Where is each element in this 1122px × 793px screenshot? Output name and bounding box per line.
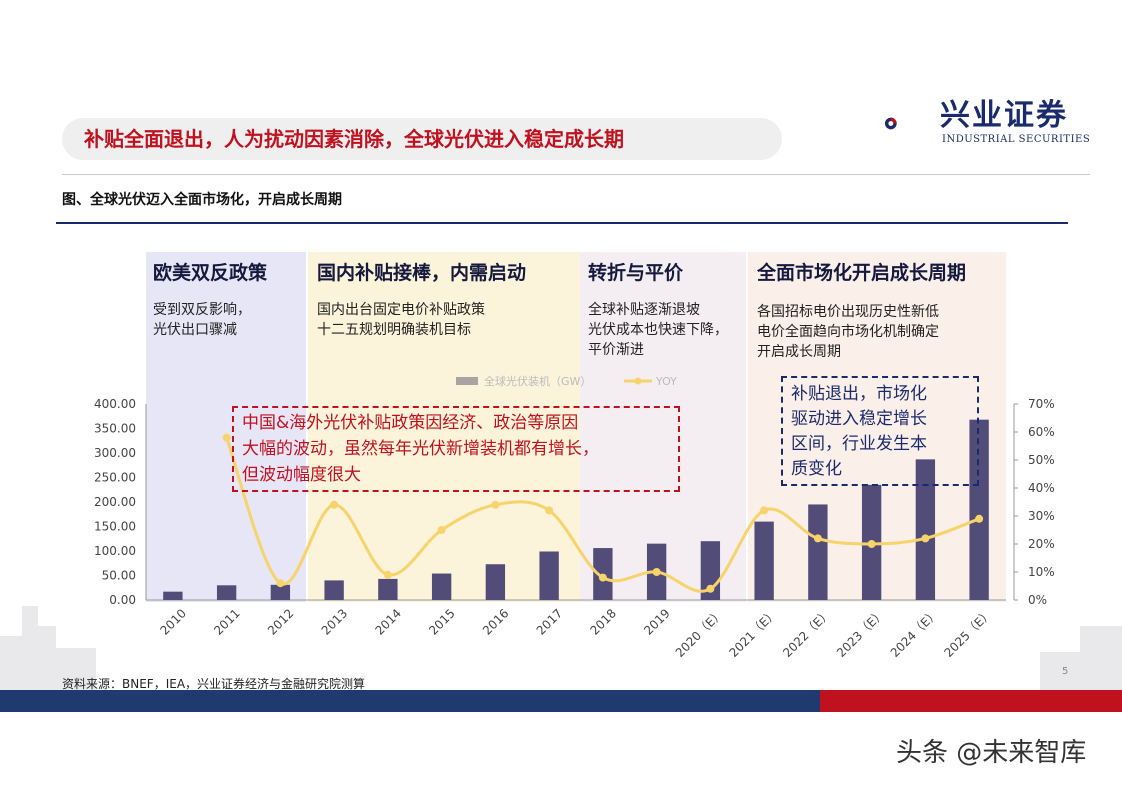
y-left-tick-label: 250.00 (94, 471, 136, 485)
y-left-tick-label: 0.00 (109, 593, 136, 607)
bar (431, 573, 452, 600)
phase-desc-line: 受到双反影响， (153, 302, 251, 318)
phase-desc-line: 光伏出口骤减 (153, 322, 237, 338)
bar (808, 504, 828, 600)
phase-title-2: 国内补贴接棒，内需启动 (317, 262, 527, 284)
phase-title-3: 转折与平价 (588, 262, 684, 284)
phase-title-1: 欧美双反政策 (153, 262, 268, 284)
footer-accent (820, 690, 1122, 712)
note-navy-line: 驱动进入稳定增长 (791, 409, 927, 429)
page-number: 5 (1062, 666, 1069, 677)
chart-yoy-line (222, 433, 984, 593)
y-right-tick-label: 0% (1028, 593, 1047, 607)
title-divider (62, 174, 1090, 175)
yoy-point (867, 540, 876, 548)
chart-legend: 全球光伏装机（GW） YOY (456, 374, 677, 388)
phase-bg-1 (146, 252, 306, 602)
phase-title-4: 全面市场化开启成长周期 (757, 262, 967, 284)
phase-desc-4: 各国招标电价出现历史性新低 电价全面趋向市场化机制确定 开启成长周期 (757, 302, 939, 362)
phase-desc-line: 全球补贴逐渐退坡 (588, 302, 700, 318)
phase-desc-line: 国内出台固定电价补贴政策 (317, 302, 485, 318)
bar (539, 551, 559, 600)
yoy-point (813, 534, 822, 543)
yoy-point (222, 433, 231, 442)
bar (163, 591, 183, 600)
phase-desc-1: 受到双反影响， 光伏出口骤减 (153, 300, 251, 340)
phase-desc-line: 各国招标电价出现历史性新低 (757, 304, 939, 320)
yoy-point (276, 579, 285, 588)
y-right-tick-label: 10% (1028, 565, 1055, 579)
yoy-point (760, 506, 769, 515)
phase-desc-3: 全球补贴逐渐退坡 光伏成本也快速下降， 平价渐进 (588, 300, 728, 360)
legend-line-label: YOY (655, 375, 677, 388)
logo-name-en: INDUSTRIAL SECURITIES (942, 134, 1091, 145)
note-navy: 补贴退出，市场化 驱动进入稳定增长 区间，行业发生本 质变化 (781, 376, 979, 486)
y-left-tick-label: 400.00 (94, 397, 136, 411)
logo-mark (884, 117, 897, 130)
legend-bar-label: 全球光伏装机（GW） (484, 374, 591, 388)
phase-desc-line: 平价渐进 (588, 342, 644, 358)
y-left-tick-label: 50.00 (102, 569, 136, 583)
yoy-point (330, 500, 339, 509)
watermark: 头条 @未来智库 (896, 738, 1087, 768)
bar (216, 585, 237, 600)
y-right-tick-label: 50% (1028, 453, 1055, 467)
y-left-tick-label: 300.00 (94, 446, 136, 460)
phase-desc-line: 开启成长周期 (757, 344, 841, 360)
phase-desc-2: 国内出台固定电价补贴政策 十二五规划明确装机目标 (317, 300, 485, 340)
figure-title: 图、全球光伏迈入全面市场化，开启成长周期 (62, 192, 342, 208)
y-left-tick-label: 150.00 (94, 520, 136, 534)
bar (754, 521, 774, 600)
logo-name-cn: 兴业证券 (940, 98, 1068, 133)
yoy-line (225, 437, 980, 593)
yoy-point (437, 526, 446, 534)
note-red-line: 中国&海外光伏补贴政策因经济、政治等原因 (242, 413, 579, 433)
y-right-tick-label: 60% (1028, 425, 1055, 439)
bar (324, 580, 344, 600)
figure-divider (56, 222, 1068, 224)
yoy-point (706, 584, 715, 593)
y-left-tick-label: 350.00 (94, 422, 136, 436)
source-note: 资料来源：BNEF，IEA，兴业证券经济与金融研究院测算 (62, 677, 366, 691)
note-red-line: 大幅的波动，虽然每年光伏新增装机都有增长， (242, 439, 599, 459)
bar (485, 564, 506, 600)
y-left-tick-label: 200.00 (94, 495, 136, 509)
phase-bg-2 (308, 252, 580, 602)
y-right-tick-label: 70% (1028, 397, 1055, 411)
y-right-tick-label: 20% (1028, 537, 1055, 551)
note-red-line: 但波动幅度很大 (242, 465, 361, 485)
note-navy-line: 区间，行业发生本 (791, 434, 927, 454)
yoy-point (975, 514, 984, 523)
note-red: 中国&海外光伏补贴政策因经济、政治等原因 大幅的波动，虽然每年光伏新增装机都有增… (232, 406, 680, 492)
yoy-point (652, 568, 661, 576)
yoy-point (598, 573, 607, 582)
legend-bar-swatch (456, 377, 478, 385)
title-banner (62, 118, 782, 160)
city-skyline-icon (0, 606, 1122, 692)
phase-desc-line: 十二五规划明确装机目标 (317, 322, 471, 338)
yoy-point (383, 570, 392, 579)
yoy-point (545, 506, 554, 515)
bar (270, 584, 291, 600)
yoy-point (921, 534, 930, 543)
bar (378, 578, 398, 600)
phase-desc-line: 电价全面趋向市场化机制确定 (757, 324, 939, 340)
note-navy-line: 质变化 (791, 459, 842, 479)
bar (915, 459, 936, 600)
y-right-tick-label: 30% (1028, 509, 1055, 523)
logo-center-icon (888, 121, 894, 126)
phase-desc-line: 光伏成本也快速下降， (588, 322, 728, 338)
note-navy-line: 补贴退出，市场化 (791, 384, 927, 404)
bar (969, 419, 989, 600)
y-right-tick-label: 40% (1028, 481, 1055, 495)
chart-bars (163, 419, 989, 600)
slide-title: 补贴全面退出，人为扰动因素消除，全球光伏进入稳定成长期 (84, 127, 624, 151)
legend-line-marker (634, 377, 642, 385)
yoy-point (491, 500, 500, 509)
y-left-tick-label: 100.00 (94, 544, 136, 558)
